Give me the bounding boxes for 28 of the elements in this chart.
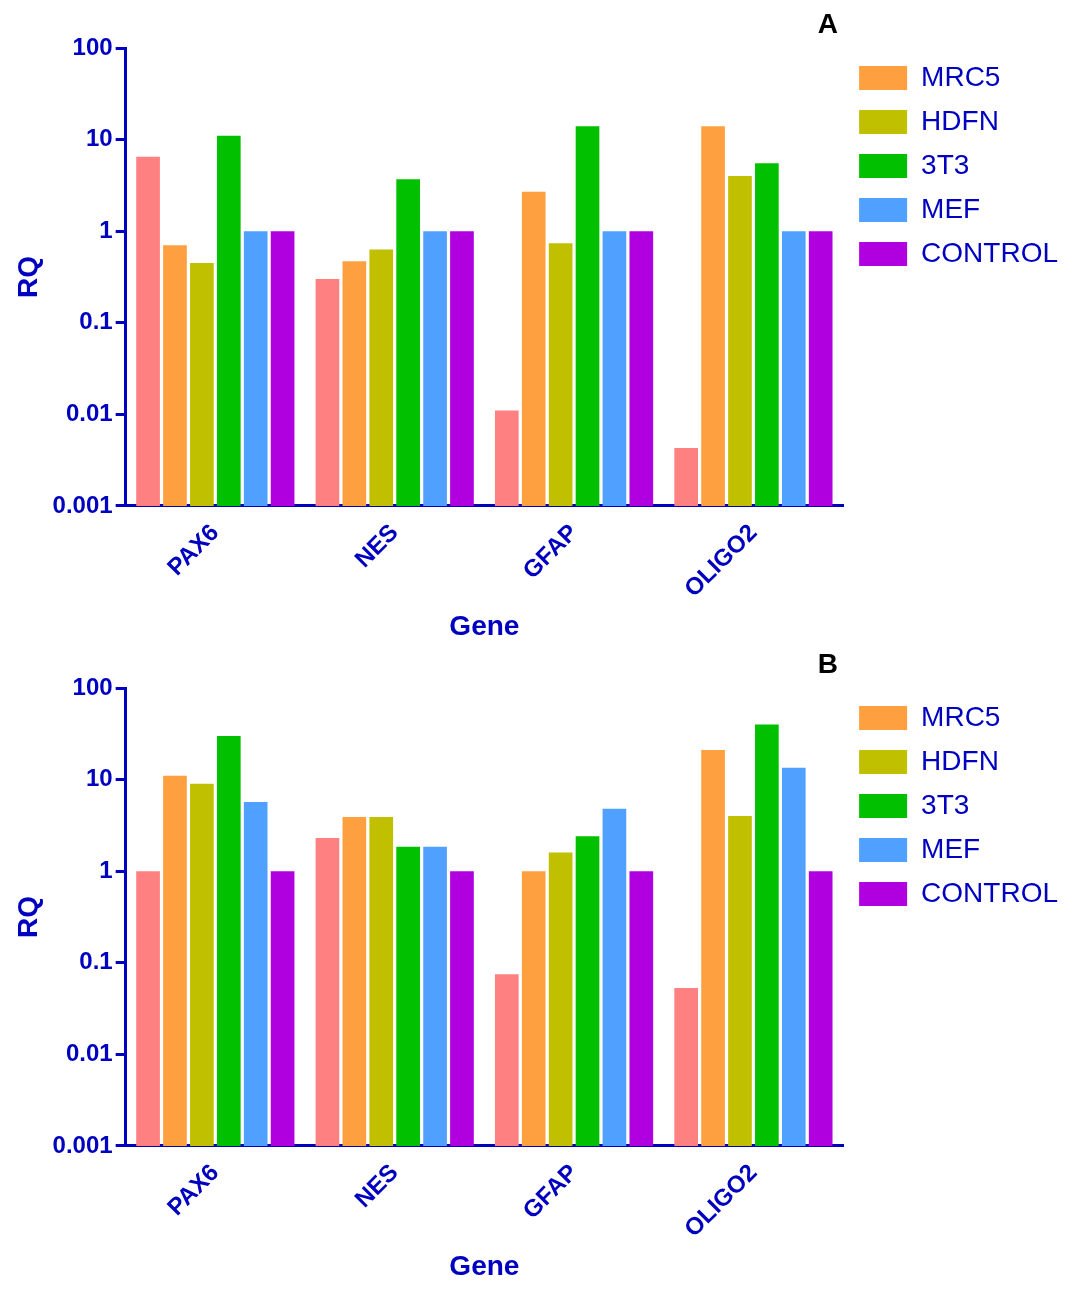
y-axis-title: RQ [11,255,43,298]
legend-label: HDFN [921,104,999,136]
legend-label: MEF [921,192,981,224]
legend-label: HDFN [921,744,999,776]
y-tick-label: 10 [85,764,113,792]
x-axis-title: Gene [449,609,520,641]
y-tick-label: 1 [99,215,113,243]
chart-title: A [817,8,838,40]
legend-label: 3T3 [921,148,970,180]
legend-label: MRC5 [921,700,1001,732]
y-tick-label: 0.001 [52,490,113,518]
y-tick-label: 0.1 [79,947,113,975]
y-tick-label: 100 [72,672,113,700]
chart-title: B [817,648,838,680]
legend-label: MEF [921,832,981,864]
y-axis-title: RQ [11,895,43,938]
y-tick-label: 0.1 [79,307,113,335]
legend-label: 3T3 [921,788,970,820]
legend-label: CONTROL [921,876,1059,908]
y-tick-label: 1 [99,855,113,883]
y-tick-label: 0.001 [52,1130,113,1158]
y-tick-label: 10 [85,124,113,152]
y-tick-label: 0.01 [65,1038,113,1066]
y-tick-label: 0.01 [65,398,113,426]
x-axis-title: Gene [449,1249,520,1281]
legend-label: CONTROL [921,236,1059,268]
y-tick-label: 100 [72,32,113,60]
legend-label: MRC5 [921,60,1001,92]
